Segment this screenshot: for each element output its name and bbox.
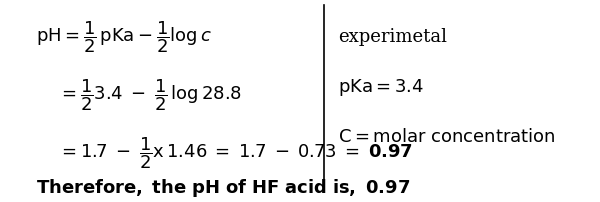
Text: $\mathrm{C} = \mathrm{molar\ concentration}$: $\mathrm{C} = \mathrm{molar\ concentrati… <box>338 128 556 146</box>
Text: $= 1.7 \;-\; \dfrac{1}{2}\mathrm{x}\,1.46 \;=\; 1.7 \;-\; 0.73 \;=\; \mathbf{0.9: $= 1.7 \;-\; \dfrac{1}{2}\mathrm{x}\,1.4… <box>58 135 413 171</box>
Text: $= \dfrac{1}{2}3.4 \;-\; \dfrac{1}{2}\,\mathrm{log}\,28.8$: $= \dfrac{1}{2}3.4 \;-\; \dfrac{1}{2}\,\… <box>58 77 242 113</box>
Text: $\mathbf{Therefore,\ the\ pH\ of\ HF\ acid\ is,\ 0.97}$: $\mathbf{Therefore,\ the\ pH\ of\ HF\ ac… <box>35 177 410 199</box>
Text: $\mathrm{pH} = \dfrac{1}{2}\,\mathrm{pKa} - \dfrac{1}{2}\mathrm{log}\,c$: $\mathrm{pH} = \dfrac{1}{2}\,\mathrm{pKa… <box>35 19 211 55</box>
Text: $\mathrm{pKa} = 3.4$: $\mathrm{pKa} = 3.4$ <box>338 77 424 98</box>
Text: experimetal: experimetal <box>338 28 447 46</box>
